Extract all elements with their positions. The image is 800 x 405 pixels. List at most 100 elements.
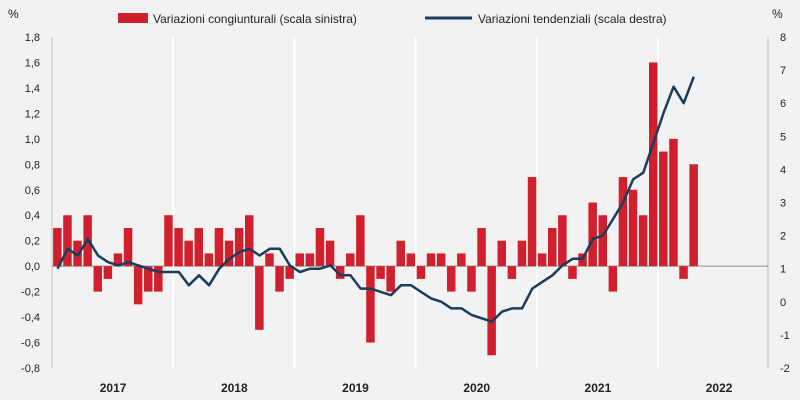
bar-59	[638, 215, 648, 267]
bar-3	[73, 240, 82, 267]
bar-7	[113, 253, 123, 267]
bar-21	[255, 266, 264, 330]
x-year-label: 2018	[221, 381, 248, 395]
bar-15	[194, 227, 203, 267]
bar-33	[376, 266, 385, 279]
x-year-label: 2022	[706, 381, 733, 395]
y-left-tick: 1,2	[25, 108, 40, 120]
bar-39	[436, 253, 446, 267]
x-year-label: 2017	[100, 381, 127, 395]
plot-area	[52, 37, 768, 368]
bar-47	[517, 240, 527, 267]
y-right-tick: 8	[780, 32, 786, 44]
bar-5	[93, 266, 102, 292]
y-left-tick: -0,6	[21, 338, 40, 350]
bar-54	[588, 202, 597, 267]
bar-23	[275, 266, 284, 292]
bar-22	[265, 253, 274, 267]
bar-20	[245, 215, 254, 267]
bar-61	[659, 151, 668, 267]
bar-41	[457, 253, 466, 267]
y-right-tick: -2	[780, 363, 790, 375]
bar-42	[467, 266, 476, 292]
bar-40	[447, 266, 456, 292]
bar-57	[618, 177, 628, 267]
y-right-tick: 1	[780, 264, 786, 276]
bar-45	[497, 240, 506, 267]
bar-32	[366, 266, 375, 343]
bar-29	[335, 266, 345, 279]
x-year-label: 2021	[585, 381, 612, 395]
y-right-tick: 2	[780, 231, 786, 243]
bar-30	[346, 253, 355, 267]
bar-16	[204, 253, 214, 267]
y-left-tick: -0,8	[21, 363, 40, 375]
bar-50	[548, 227, 557, 267]
bar-52	[568, 266, 577, 279]
bar-31	[356, 215, 365, 267]
y-right-tick: -1	[780, 330, 790, 342]
x-year-label: 2020	[463, 381, 490, 395]
y-right-unit: %	[772, 7, 783, 21]
y-left-tick: -0,4	[21, 312, 40, 324]
bar-49	[537, 253, 547, 267]
y-right-tick: 6	[780, 98, 786, 110]
bar-56	[608, 266, 618, 292]
y-right-tick: 7	[780, 65, 786, 77]
y-left-tick: 0,6	[25, 185, 40, 197]
bar-48	[527, 177, 537, 267]
bar-17	[214, 227, 224, 267]
legend-bars-swatch	[118, 13, 148, 23]
y-left-tick: 1,6	[25, 57, 40, 69]
y-left-tick: 1,4	[25, 83, 40, 95]
bar-37	[416, 266, 426, 279]
bar-8	[123, 227, 133, 267]
bar-11	[154, 266, 163, 292]
bar-51	[558, 215, 567, 267]
y-right-tick: 5	[780, 131, 786, 143]
bar-26	[305, 253, 315, 267]
bar-13	[174, 227, 183, 267]
bar-28	[325, 240, 335, 267]
y-left-tick: 0,8	[25, 159, 40, 171]
y-right-tick: 0	[780, 297, 786, 309]
y-left-unit: %	[8, 7, 19, 21]
bar-58	[628, 189, 638, 267]
bar-38	[426, 253, 436, 267]
bar-14	[184, 240, 193, 267]
y-left-tick: 1,8	[25, 32, 40, 44]
bar-43	[477, 227, 486, 267]
bar-36	[406, 253, 416, 267]
bar-44	[487, 266, 496, 356]
y-left-tick: 1,0	[25, 134, 40, 146]
y-left-tick: 0,4	[25, 210, 40, 222]
bar-6	[103, 266, 113, 279]
bar-18	[224, 240, 234, 267]
bar-46	[507, 266, 517, 279]
y-left-tick: 0,2	[25, 236, 40, 248]
bar-19	[234, 227, 244, 267]
bar-64	[689, 164, 698, 267]
bar-25	[295, 253, 304, 267]
trend-line	[56, 76, 695, 323]
legend-line-label: Variazioni tendenziali (scala destra)	[478, 12, 667, 26]
bar-34	[386, 266, 395, 292]
x-year-label: 2019	[342, 381, 369, 395]
bar-27	[315, 227, 325, 267]
y-left-tick: -0,2	[21, 287, 40, 299]
bar-1	[53, 227, 62, 267]
bar-9	[133, 266, 143, 305]
bar-60	[649, 62, 658, 267]
bar-2	[63, 215, 72, 267]
bar-24	[285, 266, 294, 279]
y-left-tick: 0,0	[25, 261, 40, 273]
legend-bars-label: Variazioni congiunturali (scala sinistra…	[153, 12, 357, 26]
bar-10	[144, 266, 153, 292]
bar-63	[679, 266, 688, 279]
y-right-tick: 3	[780, 198, 786, 210]
bar-55	[598, 215, 607, 267]
bar-35	[396, 240, 405, 267]
y-right-tick: 4	[780, 164, 786, 176]
